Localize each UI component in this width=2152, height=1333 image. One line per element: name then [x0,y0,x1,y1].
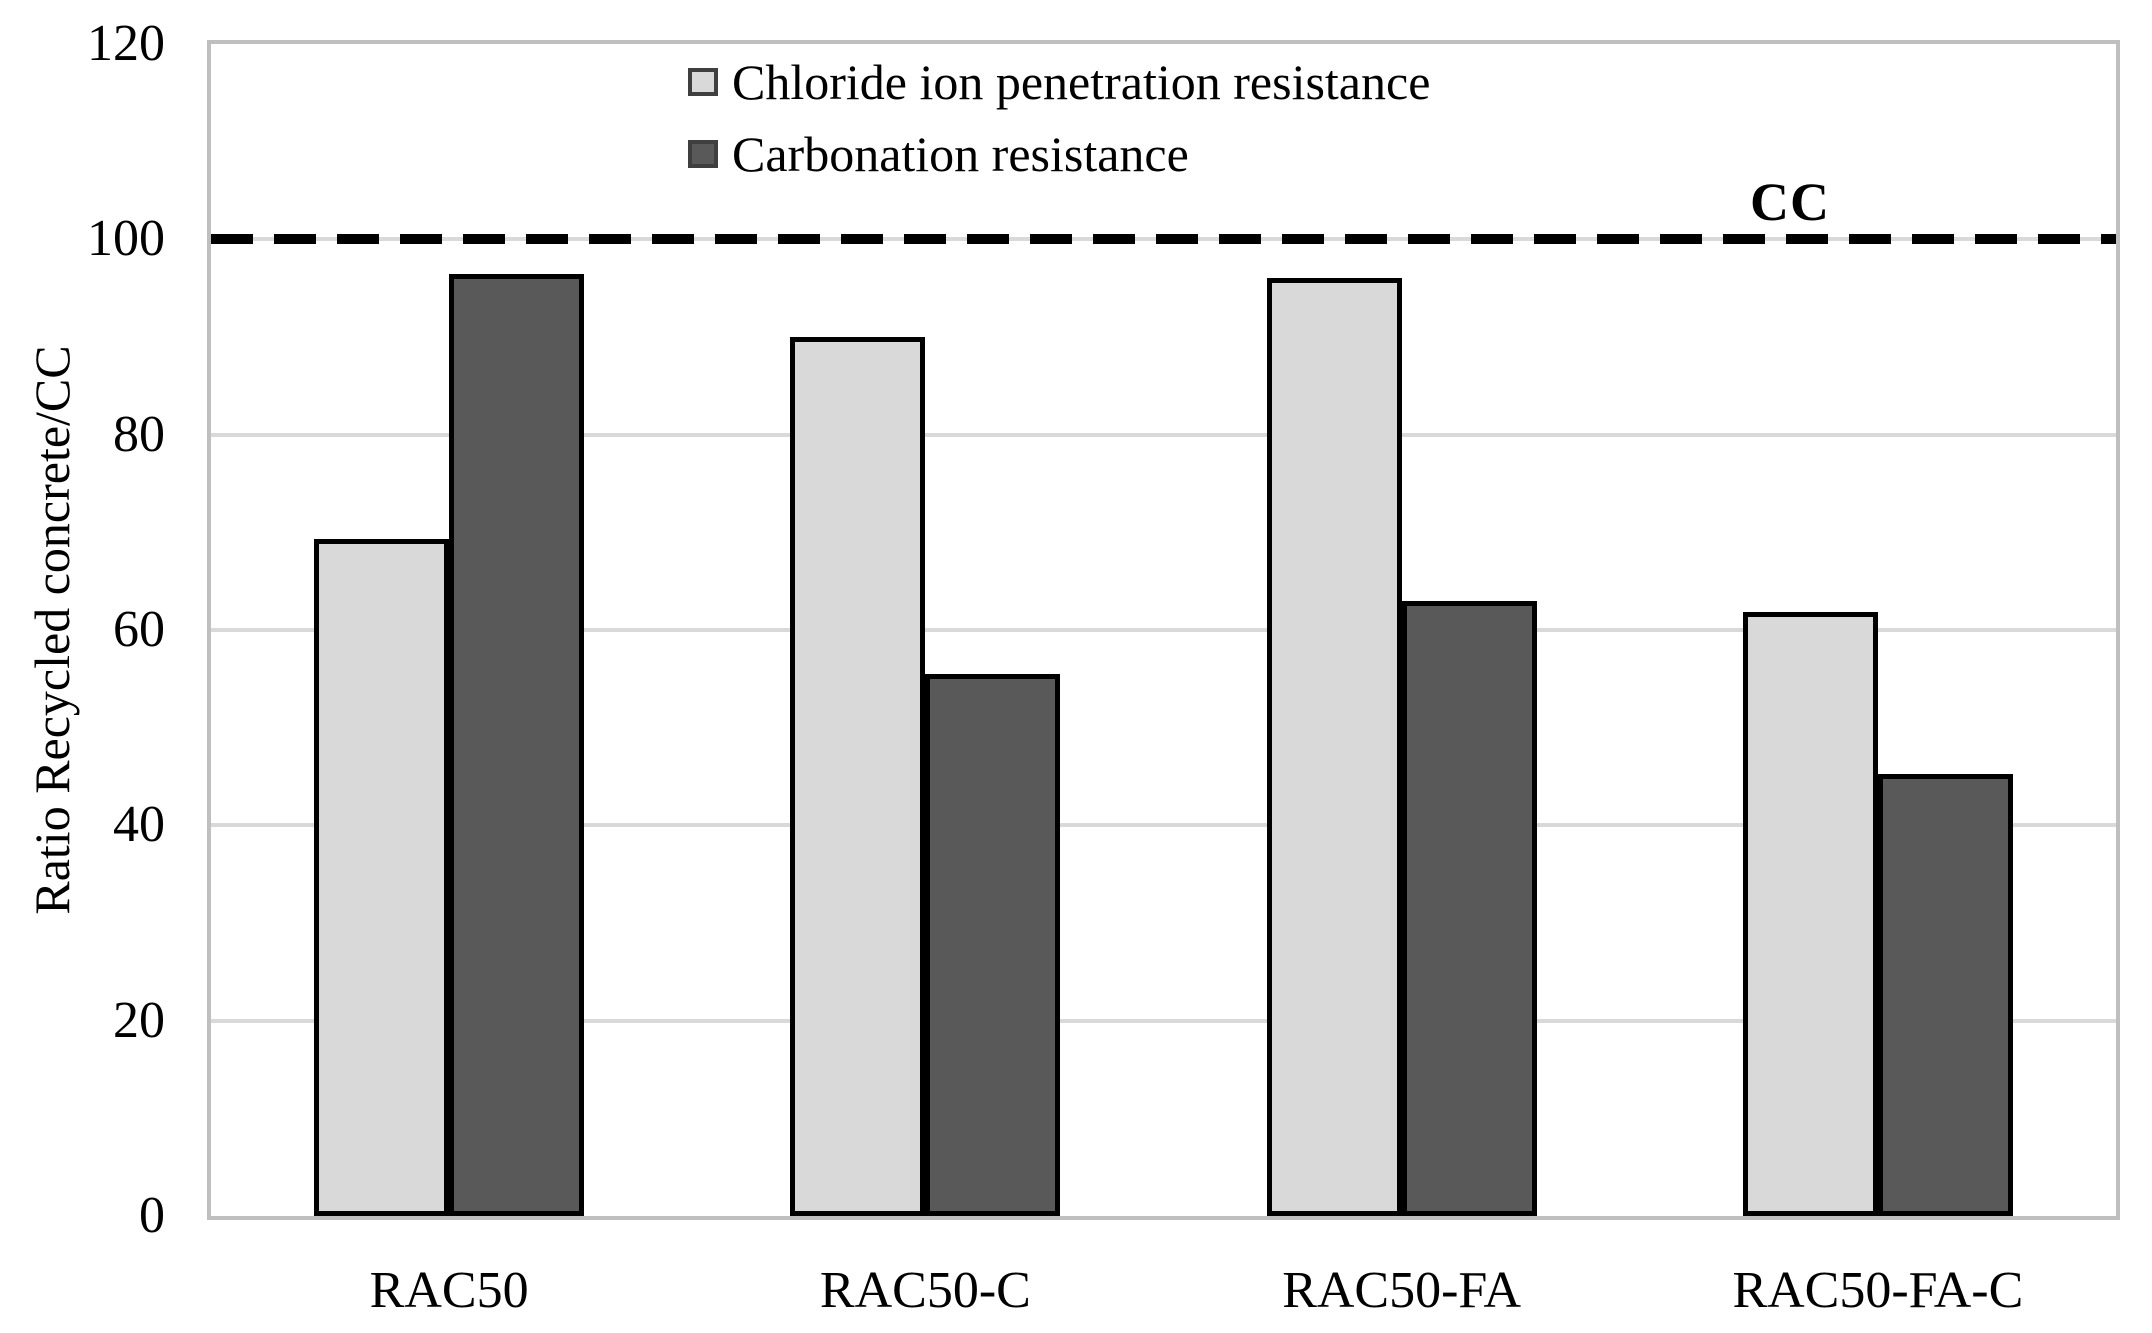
bar-carbonation-resistance-rac50 [449,273,585,1216]
legend-swatch-icon [688,68,718,96]
y-tick-label-60: 60 [113,601,165,658]
x-axis-category-labels: RAC50 RAC50-C RAC50-FA RAC50-FA-C [211,1256,2116,1326]
x-label-rac50-fa-c: RAC50-FA-C [1732,1262,2024,1319]
bar-carbonation-resistance-rac50-c [925,673,1061,1216]
y-tick-label-120: 120 [87,15,165,72]
bar-chloride-ion-penetration-resistance-rac50-c [790,337,926,1216]
legend-item-carbonation-resistance: Carbonation resistance [688,118,1430,190]
y-tick-label-100: 100 [87,210,165,268]
legend-label: Chloride ion penetration resistance [732,54,1431,110]
gridline-40 [211,823,2116,828]
legend-item-chloride-ion-penetration-resistance: Chloride ion penetration resistance [688,46,1430,118]
y-tick-label-40: 40 [113,796,165,854]
x-label-rac50: RAC50 [369,1262,529,1319]
gridline-80 [211,432,2116,437]
legend-label: Carbonation resistance [732,126,1189,182]
bar-chloride-ion-penetration-resistance-rac50-fa [1266,278,1402,1216]
y-tick-label-80: 80 [113,405,165,463]
gridline-20 [211,1018,2116,1023]
plot-area: CC [207,40,2120,1220]
legend-swatch-icon [688,140,718,168]
gridline-60 [211,628,2116,632]
refline-dashed-100 [211,234,2116,245]
legend: Chloride ion penetration resistance Carbo… [688,46,1430,190]
bar-chloride-ion-penetration-resistance-rac50 [314,539,450,1216]
bar-carbonation-resistance-rac50-fa-c [1877,773,2013,1216]
bar-chloride-ion-penetration-resistance-rac50-fa-c [1742,612,1878,1216]
refline-label: CC [1750,172,1830,233]
y-tick-label-20: 20 [113,991,165,1049]
x-label-rac50-c: RAC50-C [819,1262,1031,1319]
bar-carbonation-resistance-rac50-fa [1401,600,1537,1216]
y-tick-label-0: 0 [139,1187,165,1244]
x-label-rac50-fa: RAC50-FA [1282,1262,1522,1319]
